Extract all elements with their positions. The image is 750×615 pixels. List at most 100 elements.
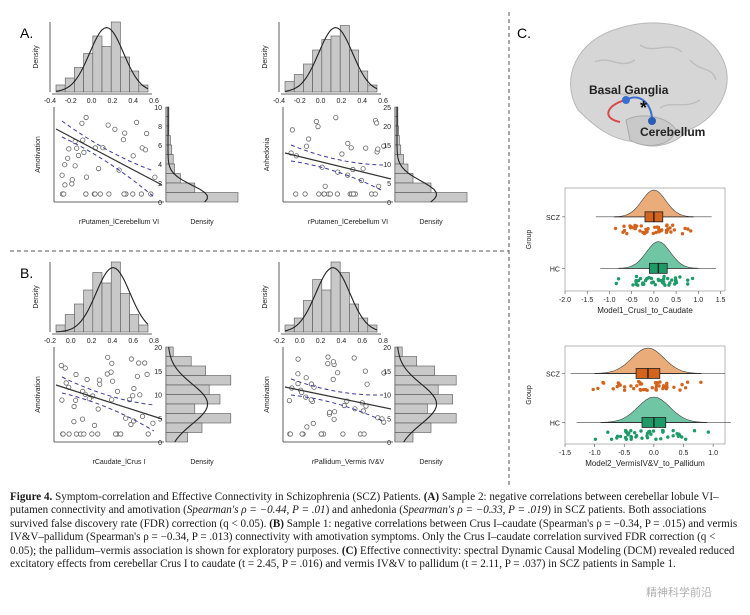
data-point xyxy=(303,143,310,149)
side-hist-tick-label: 0 xyxy=(387,200,391,207)
rain-point-hc xyxy=(614,281,618,286)
x-tick-label: -1.0 xyxy=(589,450,601,457)
confidence-band-lower xyxy=(290,160,384,192)
hist-tick-label: 0.2 xyxy=(87,338,97,345)
hist-bar xyxy=(367,324,378,333)
data-point xyxy=(351,355,357,361)
x-tick-label: 0.0 xyxy=(649,297,659,304)
data-point xyxy=(330,376,336,382)
rain-point-hc xyxy=(692,429,697,433)
regression-line xyxy=(55,128,163,186)
data-point xyxy=(334,191,340,197)
scatter-ylabel: Amotivation xyxy=(35,376,42,413)
side-density-curve xyxy=(168,346,209,443)
data-point xyxy=(86,396,92,402)
rain-point-scz xyxy=(685,380,690,384)
data-point xyxy=(97,381,103,387)
data-point xyxy=(318,431,324,437)
rain-point-scz xyxy=(639,388,643,392)
data-point xyxy=(295,371,301,377)
hist-tick-label: -0.2 xyxy=(44,338,56,345)
hist-bar xyxy=(92,35,103,93)
rain-point-scz xyxy=(643,387,648,392)
scatter-xlabel: rPutamen_lCerebellum VI xyxy=(79,219,159,226)
rain-point-scz xyxy=(639,382,644,386)
rain-point-scz xyxy=(629,384,633,388)
data-point xyxy=(381,370,387,376)
data-point xyxy=(110,378,116,384)
data-point xyxy=(142,147,149,153)
hist-bar xyxy=(321,39,332,93)
data-point xyxy=(106,191,112,197)
rain-point-hc xyxy=(616,277,621,281)
data-point xyxy=(373,120,380,126)
hist-tick-label: 0.8 xyxy=(149,338,159,345)
data-point xyxy=(95,406,101,412)
hist-bar xyxy=(110,21,121,93)
density-cloud-hc xyxy=(576,396,731,423)
confidence-band-lower xyxy=(61,392,155,432)
figure-caption: Figure 4. Symptom-correlation and Effect… xyxy=(10,491,740,571)
data-point xyxy=(128,421,134,428)
scatter-ylabel: Anhedonia xyxy=(264,138,271,172)
side-hist-tick-label: 20 xyxy=(383,124,391,131)
data-point xyxy=(340,431,346,437)
rain-point-hc xyxy=(666,276,670,281)
data-point xyxy=(66,431,72,437)
x-tick-label: 1.0 xyxy=(708,450,718,457)
rain-point-scz xyxy=(639,224,643,228)
rain-point-scz xyxy=(644,227,648,232)
rain-point-scz xyxy=(654,383,659,388)
rain-point-scz xyxy=(683,386,688,390)
caption-a-stat1: Spearman's ρ = −0.44, P = .01 xyxy=(186,504,326,517)
panel-label-c: C. xyxy=(517,25,531,41)
data-point xyxy=(345,140,351,146)
data-point xyxy=(333,115,339,121)
plot-frame xyxy=(564,187,726,292)
data-point xyxy=(83,174,90,180)
rain-point-hc xyxy=(686,282,690,286)
rain-point-hc xyxy=(593,437,598,441)
data-point xyxy=(73,431,80,437)
side-hist-tick-label: 15 xyxy=(383,369,391,376)
data-point xyxy=(326,409,333,415)
data-point xyxy=(322,183,328,189)
rain-point-scz xyxy=(617,382,621,386)
data-point xyxy=(130,153,136,159)
rain-point-scz xyxy=(654,230,658,235)
data-point xyxy=(299,431,305,437)
x-tick-label: 0.0 xyxy=(649,450,659,457)
data-point xyxy=(325,354,331,360)
data-point xyxy=(128,356,134,362)
data-point xyxy=(308,397,314,403)
rain-point-scz xyxy=(638,229,642,233)
hist-tick-label: 0.0 xyxy=(316,98,326,105)
data-point xyxy=(361,431,367,437)
side-hist-bar xyxy=(165,192,239,203)
data-point xyxy=(131,418,137,424)
hist-bar xyxy=(92,272,103,333)
data-point xyxy=(71,418,77,425)
data-point xyxy=(81,149,87,155)
confidence-band-upper xyxy=(290,378,384,396)
data-point xyxy=(130,393,136,399)
side-hist-bar xyxy=(394,375,457,386)
group-tick-label: HC xyxy=(550,420,560,427)
data-point xyxy=(331,416,337,422)
x-tick-label: 0.5 xyxy=(671,297,681,304)
data-point xyxy=(330,359,336,365)
side-hist-tick-label: 0 xyxy=(158,200,162,207)
caption-title: Symptom-correlation and Effective Connec… xyxy=(55,491,421,503)
side-hist-bar xyxy=(165,403,196,414)
rain-point-scz xyxy=(643,230,648,235)
data-point xyxy=(287,431,293,437)
data-point xyxy=(138,191,144,197)
side-hist-tick-label: 5 xyxy=(387,416,391,423)
side-hist-bar xyxy=(165,432,188,443)
side-hist-bar xyxy=(165,365,206,376)
x-tick-label: 1.0 xyxy=(693,297,703,304)
hist-tick-label: -0.2 xyxy=(65,98,77,105)
side-hist-tick-label: 10 xyxy=(383,162,391,169)
data-point xyxy=(58,362,64,369)
data-point xyxy=(327,191,333,197)
